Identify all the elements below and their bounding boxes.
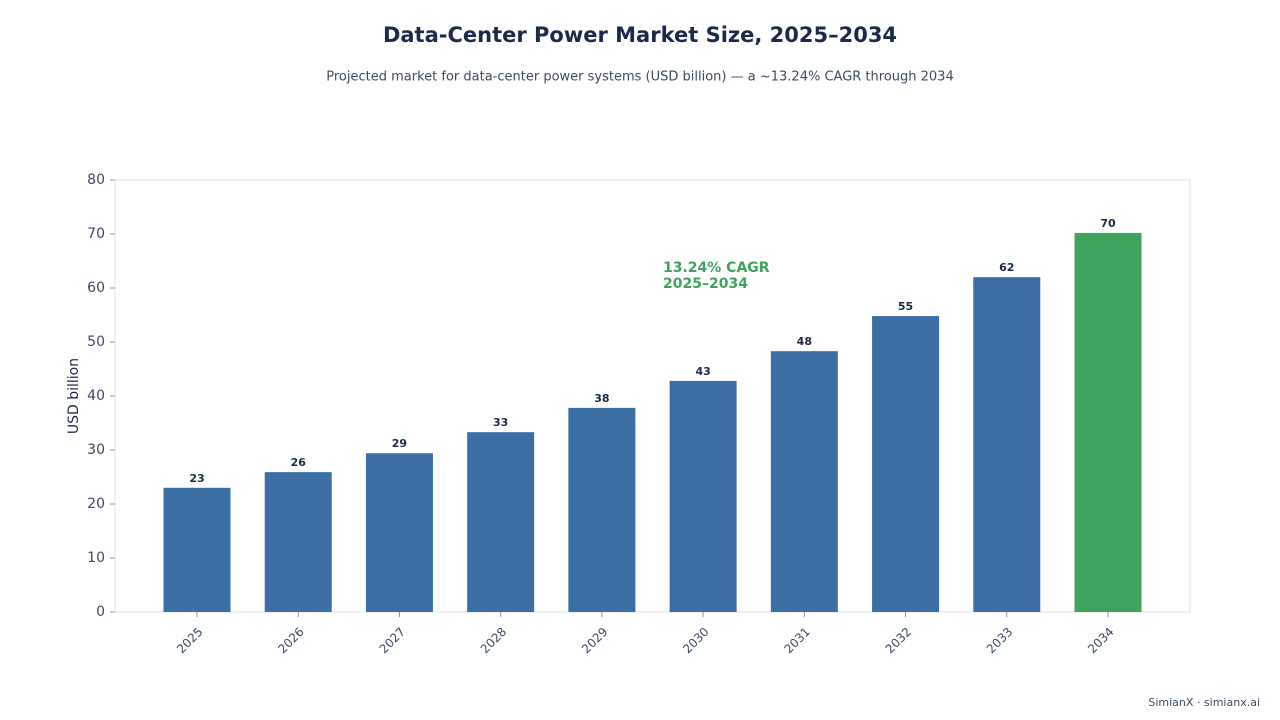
value-label: 43 — [695, 365, 710, 378]
annotation: 13.24% CAGR — [663, 260, 770, 276]
value-label: 62 — [999, 261, 1014, 274]
bar — [568, 407, 636, 612]
y-tick-label: 20 — [87, 496, 105, 512]
bar — [770, 351, 838, 612]
value-label: 48 — [797, 335, 812, 348]
x-tick-label: 2026 — [275, 625, 306, 656]
y-tick-label: 40 — [87, 388, 105, 404]
value-label: 29 — [392, 437, 407, 450]
value-label: 33 — [493, 416, 508, 429]
annotation: 2025–2034 — [663, 276, 748, 292]
bar — [365, 453, 433, 612]
bar — [467, 432, 535, 612]
x-tick-label: 2029 — [579, 625, 610, 656]
y-tick-label: 50 — [87, 334, 105, 350]
value-label: 70 — [1100, 217, 1116, 230]
x-tick-label: 2025 — [174, 625, 205, 656]
y-tick-label: 0 — [96, 604, 105, 620]
x-tick-label: 2028 — [478, 625, 509, 656]
y-axis-label: USD billion — [66, 358, 82, 434]
footer: SimianX · simianx.ai — [1148, 696, 1260, 709]
y-tick-label: 30 — [87, 442, 105, 458]
value-label: 38 — [594, 392, 609, 405]
y-tick-label: 10 — [87, 550, 105, 566]
x-tick-label: 2034 — [1085, 625, 1116, 656]
y-tick-label: 70 — [87, 226, 105, 242]
y-tick-label: 80 — [87, 172, 105, 188]
x-tick-label: 2027 — [377, 625, 408, 656]
value-label: 26 — [291, 456, 307, 469]
bar — [669, 380, 737, 612]
y-tick-label: 60 — [87, 280, 105, 296]
chart-title: Data-Center Power Market Size, 2025–2034 — [383, 23, 897, 47]
value-label: 23 — [189, 472, 204, 485]
x-tick-label: 2033 — [984, 625, 1015, 656]
bar — [872, 316, 940, 612]
value-label: 55 — [898, 300, 913, 313]
x-tick-label: 2032 — [883, 625, 914, 656]
x-tick-label: 2031 — [781, 625, 812, 656]
bar — [973, 277, 1041, 612]
chart-subtitle: Projected market for data-center power s… — [326, 70, 953, 85]
bar — [1074, 232, 1142, 613]
bar — [163, 487, 231, 612]
x-tick-label: 2030 — [680, 625, 711, 656]
bar — [264, 472, 332, 612]
